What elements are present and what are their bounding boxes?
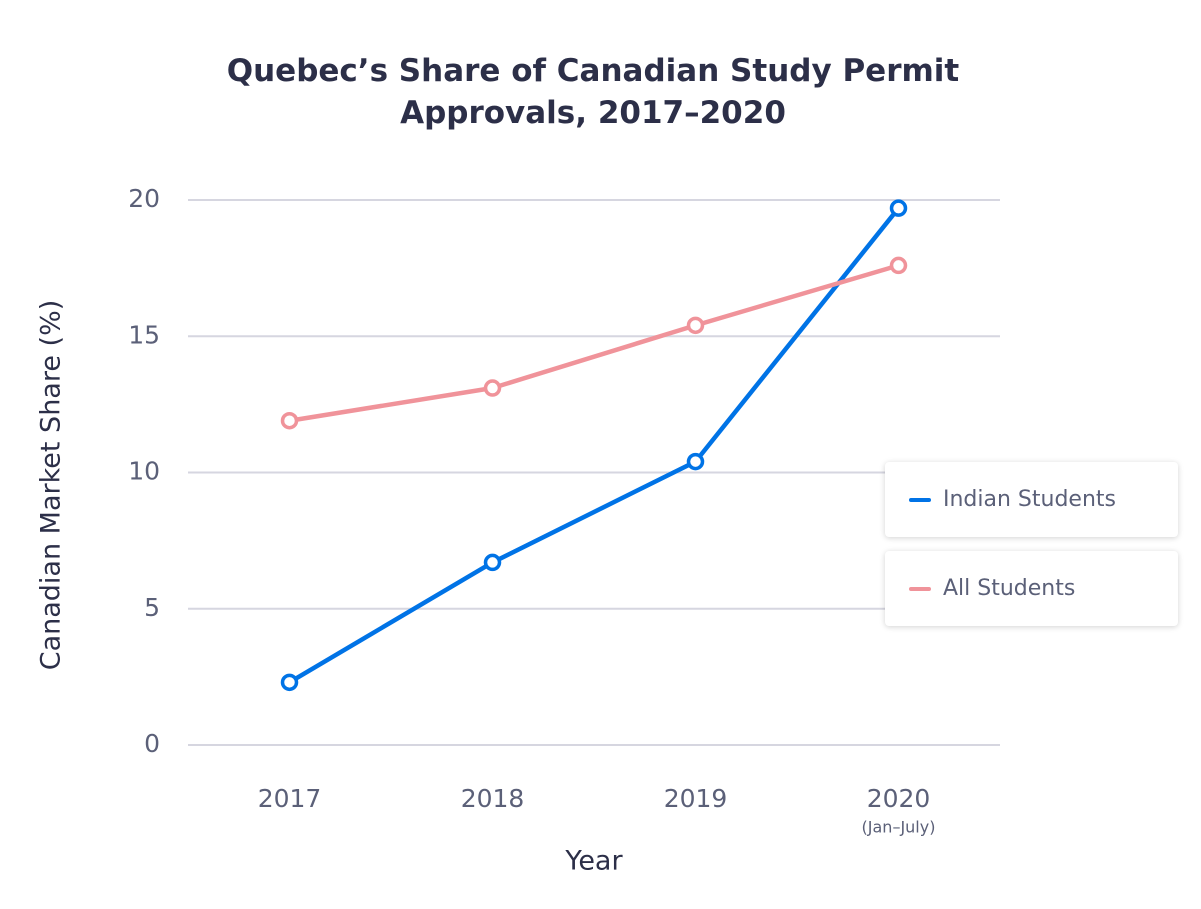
y-tick-label: 15 [128,320,160,349]
chart-title: Quebec’s Share of Canadian Study Permit … [226,53,960,131]
y-tick-label: 10 [128,457,160,486]
data-point [686,452,705,471]
x-tick-label: 2018 [461,784,525,813]
data-point [889,256,908,275]
y-tick-label: 5 [144,593,160,622]
legend-swatch [909,586,931,591]
y-tick-label: 20 [128,184,160,213]
data-point [483,379,502,397]
x-tick-label: 2020 [867,784,931,813]
legend-swatch [909,497,931,502]
legend-label: Indian Students [943,487,1116,512]
x-tick-label: 2017 [258,784,322,813]
series-line [288,206,901,685]
series-line [289,263,900,423]
legend-item: Indian Students [885,462,1178,537]
legend-item: All Students [885,551,1178,626]
data-point [483,553,502,572]
y-axis-label: Canadian Market Share (%) [36,300,67,671]
y-tick-label: 0 [144,729,160,758]
data-point [686,316,705,335]
data-point [889,199,908,217]
data-point [280,673,299,692]
legend-label: All Students [943,576,1076,601]
data-point [280,411,299,430]
x-tick-note: (Jan–July) [862,818,936,837]
x-axis-label: Year [564,846,623,877]
x-tick-label: 2019 [664,784,728,813]
